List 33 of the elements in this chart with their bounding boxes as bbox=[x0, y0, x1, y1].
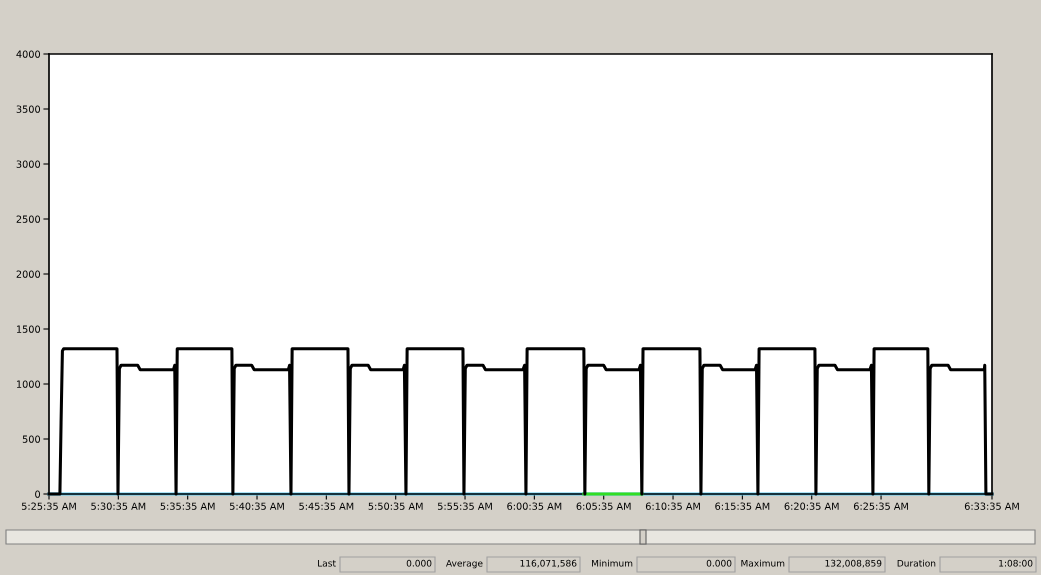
x-tick-label: 6:25:35 AM bbox=[853, 502, 908, 510]
y-tick-label: 2000 bbox=[16, 270, 41, 278]
x-tick-label: 6:00:35 AM bbox=[507, 502, 562, 510]
text: Average bbox=[446, 559, 483, 569]
y-tick-label: 0 bbox=[35, 490, 41, 498]
x-tick-label: 6:05:35 AM bbox=[576, 502, 631, 510]
x-tick-label: 5:35:35 AM bbox=[160, 502, 215, 510]
x-tick-label: 6:15:35 AM bbox=[715, 502, 770, 510]
y-tick-label: 1500 bbox=[16, 325, 41, 333]
text: Maximum bbox=[741, 559, 785, 567]
text: 116,071,586 bbox=[520, 559, 577, 568]
x-tick-label: 5:30:35 AM bbox=[91, 502, 146, 510]
y-tick-label: 2500 bbox=[16, 215, 41, 223]
text: Minimum bbox=[592, 559, 633, 567]
text: 132,008,859 bbox=[825, 559, 882, 568]
y-tick-label: 3000 bbox=[16, 160, 41, 168]
text: Duration bbox=[897, 559, 936, 567]
x-tick-label: 6:20:35 AM bbox=[784, 502, 839, 510]
x-tick-label: 5:55:35 AM bbox=[437, 502, 492, 510]
x-tick-label: 5:25:35 AM bbox=[21, 502, 76, 510]
x-tick-label: 6:33:35 AM bbox=[964, 502, 1019, 510]
text: 1:08:00 bbox=[999, 559, 1033, 567]
y-tick-label: 3500 bbox=[16, 105, 41, 113]
x-tick-label: 6:10:35 AM bbox=[645, 502, 700, 510]
text: 0.000 bbox=[406, 559, 432, 567]
x-tick-label: 5:45:35 AM bbox=[299, 502, 354, 510]
x-tick-label: 5:40:35 AM bbox=[229, 502, 284, 510]
y-tick-label: 500 bbox=[22, 435, 41, 443]
y-tick-label: 1000 bbox=[16, 380, 41, 388]
text: Last bbox=[318, 559, 336, 567]
text: 0.000 bbox=[706, 559, 732, 567]
y-tick-label: 4000 bbox=[16, 50, 41, 58]
x-tick-label: 5:50:35 AM bbox=[368, 502, 423, 510]
